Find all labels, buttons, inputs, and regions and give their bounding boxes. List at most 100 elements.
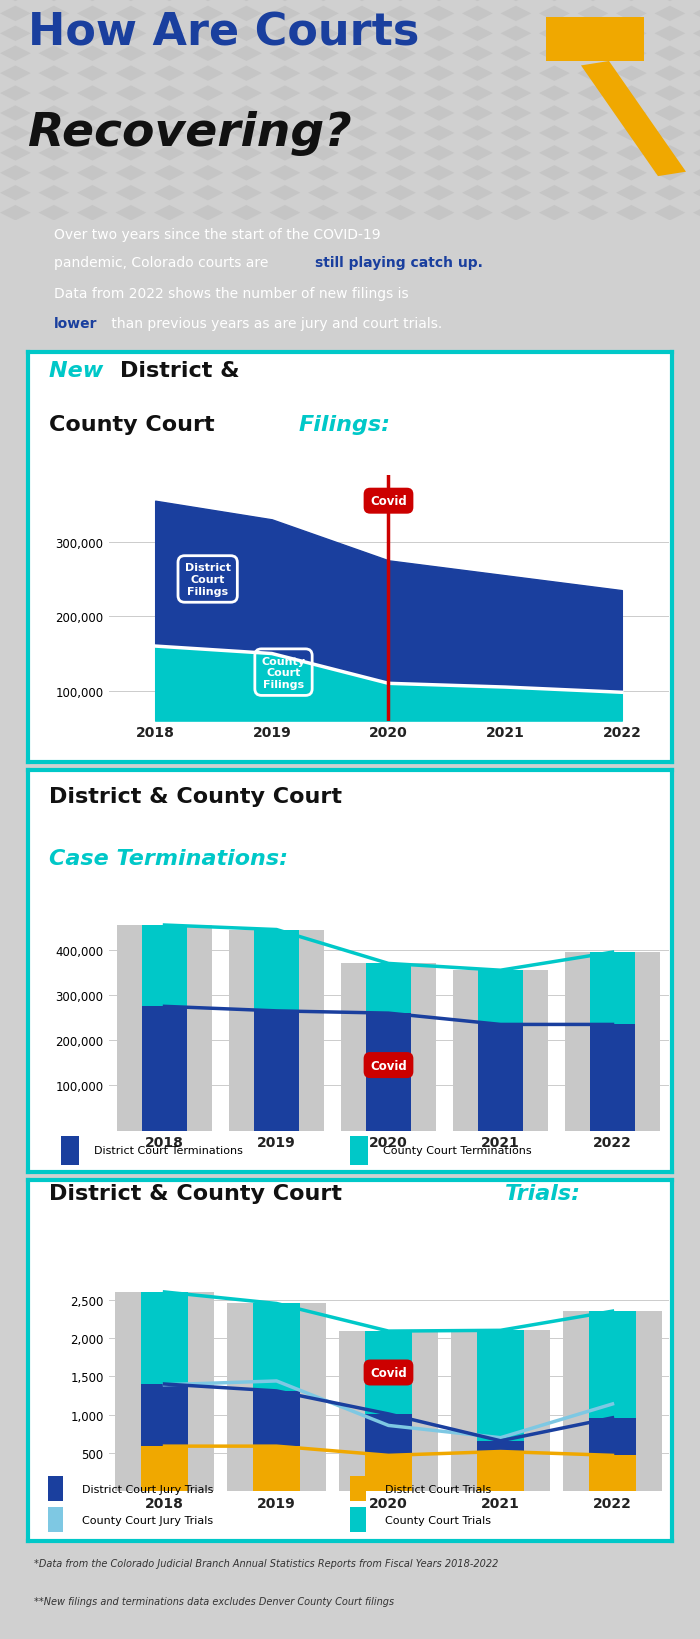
Polygon shape [462, 26, 493, 43]
Polygon shape [462, 107, 493, 121]
Polygon shape [578, 126, 608, 141]
Polygon shape [462, 7, 493, 23]
Polygon shape [308, 66, 339, 82]
Polygon shape [539, 146, 570, 162]
Polygon shape [385, 107, 416, 121]
Polygon shape [616, 46, 647, 62]
Polygon shape [193, 26, 223, 43]
Polygon shape [154, 7, 185, 23]
Text: Case Terminations:: Case Terminations: [49, 849, 288, 869]
Polygon shape [500, 26, 531, 43]
Polygon shape [346, 87, 377, 102]
Text: District &: District & [120, 361, 239, 380]
Polygon shape [693, 185, 700, 202]
Polygon shape [424, 207, 454, 221]
Text: How Are Courts: How Are Courts [28, 11, 419, 54]
Text: County
Court
Filings: County Court Filings [262, 656, 305, 690]
Polygon shape [77, 126, 108, 141]
Polygon shape [308, 126, 339, 141]
Polygon shape [270, 7, 300, 23]
Polygon shape [231, 146, 262, 162]
Polygon shape [231, 7, 262, 23]
Polygon shape [154, 166, 185, 182]
Polygon shape [38, 166, 69, 182]
Polygon shape [385, 126, 416, 141]
Polygon shape [654, 0, 685, 2]
Polygon shape [116, 0, 146, 2]
Polygon shape [154, 26, 185, 43]
Polygon shape [346, 66, 377, 82]
Polygon shape [116, 26, 146, 43]
Polygon shape [424, 66, 454, 82]
Polygon shape [154, 66, 185, 82]
Polygon shape [38, 87, 69, 102]
Bar [141, 1385, 188, 1491]
Polygon shape [654, 26, 685, 43]
Polygon shape [193, 0, 223, 2]
Polygon shape [116, 126, 146, 141]
Polygon shape [424, 166, 454, 182]
Bar [118, 926, 211, 1131]
Bar [590, 1024, 635, 1131]
Polygon shape [500, 66, 531, 82]
Polygon shape [38, 185, 69, 202]
Polygon shape [193, 7, 223, 23]
Polygon shape [270, 207, 300, 221]
Polygon shape [308, 46, 339, 62]
Polygon shape [654, 66, 685, 82]
Polygon shape [231, 66, 262, 82]
Bar [254, 1011, 299, 1131]
Polygon shape [462, 146, 493, 162]
Polygon shape [424, 126, 454, 141]
Bar [451, 1331, 550, 1491]
Polygon shape [693, 66, 700, 82]
Polygon shape [270, 126, 300, 141]
Polygon shape [385, 46, 416, 62]
Polygon shape [154, 0, 185, 2]
Polygon shape [0, 66, 31, 82]
Polygon shape [500, 107, 531, 121]
Bar [142, 926, 187, 1131]
Polygon shape [424, 146, 454, 162]
Polygon shape [578, 7, 608, 23]
Polygon shape [424, 0, 454, 2]
Polygon shape [693, 7, 700, 23]
Polygon shape [616, 26, 647, 43]
Polygon shape [500, 185, 531, 202]
Polygon shape [578, 146, 608, 162]
Bar [477, 1331, 524, 1491]
Polygon shape [539, 185, 570, 202]
Text: **New filings and terminations data excludes Denver County Court filings: **New filings and terminations data excl… [34, 1596, 395, 1606]
Polygon shape [308, 0, 339, 2]
Polygon shape [193, 87, 223, 102]
Polygon shape [77, 26, 108, 43]
Text: Filings:: Filings: [298, 415, 391, 434]
Polygon shape [462, 46, 493, 62]
Polygon shape [0, 107, 31, 121]
Polygon shape [193, 66, 223, 82]
Polygon shape [616, 66, 647, 82]
Bar [350, 1477, 365, 1501]
Polygon shape [539, 46, 570, 62]
Polygon shape [116, 46, 146, 62]
Polygon shape [193, 207, 223, 221]
Polygon shape [346, 185, 377, 202]
Polygon shape [578, 166, 608, 182]
Polygon shape [539, 107, 570, 121]
Polygon shape [693, 26, 700, 43]
Polygon shape [154, 87, 185, 102]
Polygon shape [231, 107, 262, 121]
Polygon shape [154, 107, 185, 121]
Polygon shape [424, 107, 454, 121]
Polygon shape [38, 26, 69, 43]
Polygon shape [346, 7, 377, 23]
Text: Over two years since the start of the COVID-19: Over two years since the start of the CO… [54, 228, 381, 241]
Polygon shape [578, 0, 608, 2]
Polygon shape [0, 87, 31, 102]
Polygon shape [116, 185, 146, 202]
Polygon shape [462, 185, 493, 202]
Polygon shape [346, 207, 377, 221]
Polygon shape [270, 107, 300, 121]
Polygon shape [578, 185, 608, 202]
Polygon shape [116, 166, 146, 182]
